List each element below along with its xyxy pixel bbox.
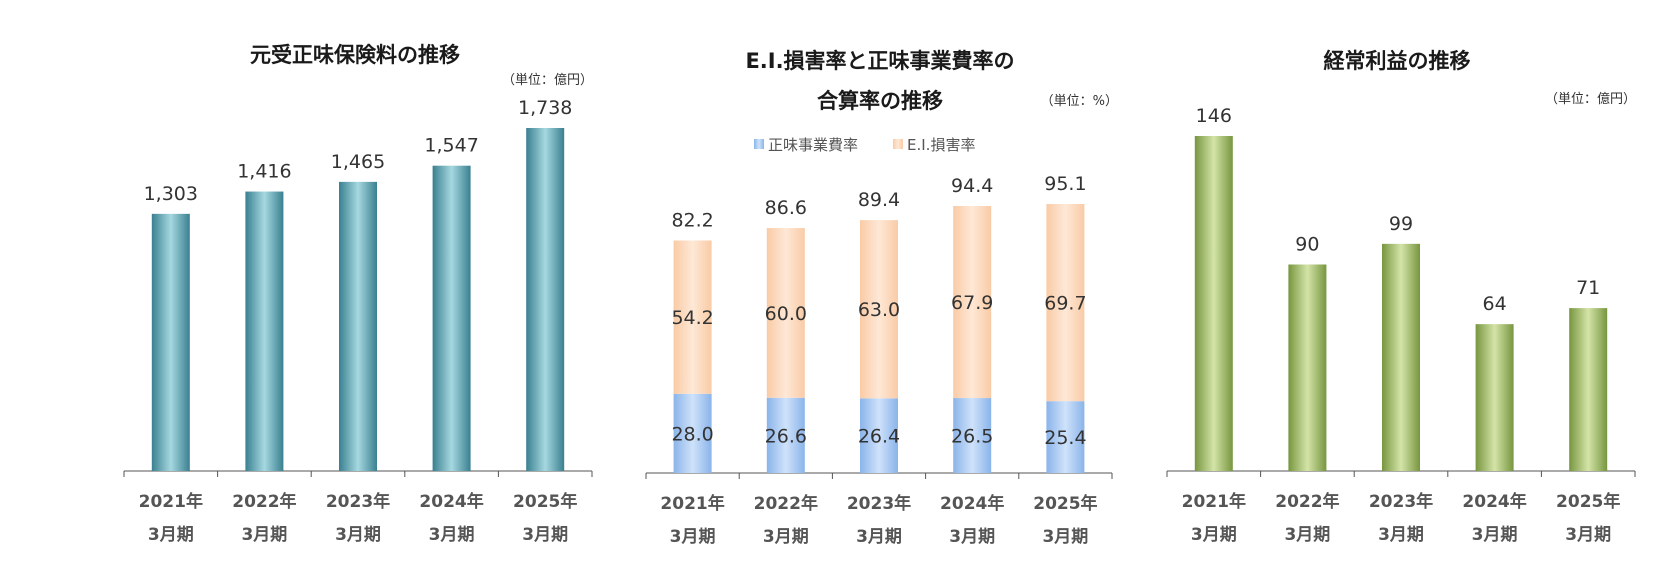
- combined-ratio-title-line1: E.I.損害率と正味事業費率の: [745, 49, 1014, 73]
- combined-ratio-total-label: 95.1: [1044, 173, 1086, 195]
- premium-bar: [151, 213, 190, 471]
- expense-ratio-value-label: 26.4: [858, 426, 900, 448]
- loss-ratio-bar-segment: [1046, 204, 1085, 402]
- premium-value-label: 1,738: [518, 97, 572, 119]
- loss-ratio-value-label: 54.2: [671, 307, 713, 329]
- ordinary-profit-x-label-period: 3月期: [1565, 525, 1611, 545]
- ordinary-profit-title: 経常利益の推移: [1324, 49, 1471, 73]
- ordinary-profit-unit: （単位：億円）: [1545, 91, 1636, 107]
- ordinary-profit-bar: [1475, 324, 1514, 471]
- combined-ratio-unit: （単位：%）: [1041, 93, 1118, 109]
- ordinary-profit-bar: [1288, 264, 1327, 471]
- legend: 正味事業費率 E.I.損害率: [754, 136, 975, 154]
- premium-bar: [245, 191, 284, 471]
- premium-x-label-period: 3月期: [335, 525, 381, 545]
- premium-value-label: 1,416: [237, 161, 291, 183]
- expense-ratio-bar-segment: [860, 398, 898, 473]
- loss-ratio-bar-segment: [860, 220, 898, 399]
- legend-label-expense-ratio: 正味事業費率: [768, 136, 858, 154]
- loss-ratio-value-label: 63.0: [858, 299, 900, 321]
- ordinary-profit-x-label-year: 2021年: [1182, 491, 1246, 512]
- premium-value-label: 1,465: [331, 151, 385, 173]
- loss-ratio-value-label: 67.9: [951, 292, 993, 314]
- combined-ratio-x-label-period: 3月期: [670, 527, 716, 547]
- premium-x-label-year: 2023年: [326, 491, 390, 512]
- premium-x-label-year: 2022年: [232, 491, 296, 512]
- combined-ratio-total-label: 94.4: [951, 175, 993, 197]
- expense-ratio-value-label: 26.5: [951, 426, 993, 448]
- premium-value-label: 1,303: [144, 183, 198, 205]
- premium-bar: [339, 181, 377, 471]
- premium-x-label-year: 2021年: [139, 491, 203, 512]
- combined-ratio-total-label: 82.2: [671, 209, 713, 231]
- premium-chart: 元受正味保険料の推移 （単位：億円） 2021年 3月期 2022年 3月期 2023年…: [123, 43, 593, 545]
- ordinary-profit-value-label: 146: [1196, 105, 1232, 127]
- legend-swatch-expense-ratio: [754, 139, 764, 149]
- ordinary-profit-x-label-year: 2023年: [1369, 491, 1433, 512]
- ordinary-profit-value-label: 99: [1389, 213, 1413, 235]
- combined-ratio-x-label-year: 2025年: [1033, 493, 1097, 514]
- combined-ratio-x-label-period: 3月期: [763, 527, 809, 547]
- premium-x-label-year: 2024年: [419, 491, 483, 512]
- ordinary-profit-x-label-period: 3月期: [1284, 525, 1330, 545]
- expense-ratio-value-label: 25.4: [1044, 427, 1086, 449]
- ordinary-profit-bar: [1569, 308, 1608, 471]
- premium-x-label-year: 2025年: [513, 491, 577, 512]
- ordinary-profit-x-label-period: 3月期: [1191, 525, 1237, 545]
- premium-value-label: 1,547: [424, 135, 478, 157]
- combined-ratio-x-label-period: 3月期: [856, 527, 902, 547]
- expense-ratio-value-label: 26.6: [765, 425, 807, 447]
- combined-ratio-x-label-year: 2022年: [754, 493, 818, 514]
- legend-label-loss-ratio: E.I.損害率: [907, 136, 975, 154]
- ordinary-profit-x-label-period: 3月期: [1472, 525, 1518, 545]
- ordinary-profit-x-label-year: 2024年: [1462, 491, 1526, 512]
- combined-ratio-total-label: 89.4: [858, 189, 900, 211]
- combined-ratio-chart: E.I.損害率と正味事業費率の 合算率の推移 （単位：%） 正味事業費率 E.I…: [645, 49, 1118, 547]
- loss-ratio-value-label: 69.7: [1044, 293, 1086, 315]
- combined-ratio-x-label-year: 2021年: [660, 493, 724, 514]
- premium-chart-unit: （単位：億円）: [502, 72, 593, 88]
- premium-x-label-period: 3月期: [522, 525, 568, 545]
- loss-ratio-bar-segment: [673, 240, 712, 394]
- ordinary-profit-value-label: 71: [1576, 277, 1600, 299]
- premium-x-label-period: 3月期: [148, 525, 194, 545]
- expense-ratio-bar-segment: [1046, 401, 1085, 473]
- combined-ratio-x-label-year: 2024年: [940, 493, 1004, 514]
- loss-ratio-value-label: 60.0: [765, 303, 807, 325]
- expense-ratio-value-label: 28.0: [671, 423, 713, 445]
- combined-ratio-x-label-year: 2023年: [847, 493, 911, 514]
- combined-ratio-title-line2: 合算率の推移: [817, 89, 943, 113]
- premium-x-label-period: 3月期: [241, 525, 287, 545]
- ordinary-profit-value-label: 90: [1295, 233, 1319, 255]
- ordinary-profit-x-label-period: 3月期: [1378, 525, 1424, 545]
- expense-ratio-bar-segment: [673, 393, 712, 473]
- ordinary-profit-bar: [1194, 136, 1233, 471]
- combined-ratio-total-label: 86.6: [765, 197, 807, 219]
- ordinary-profit-x-label-year: 2022年: [1275, 491, 1339, 512]
- combined-ratio-x-label-period: 3月期: [1042, 527, 1088, 547]
- expense-ratio-bar-segment: [766, 397, 805, 473]
- premium-bar: [526, 128, 565, 471]
- ordinary-profit-x-label-year: 2025年: [1556, 491, 1620, 512]
- ordinary-profit-value-label: 64: [1483, 293, 1507, 315]
- loss-ratio-bar-segment: [953, 205, 992, 399]
- ordinary-profit-chart: 経常利益の推移 （単位：億円） 2021年 3月期 2022年 3月期 2023年 3月期…: [1166, 49, 1636, 545]
- combined-ratio-x-label-period: 3月期: [949, 527, 995, 547]
- ordinary-profit-bar: [1382, 243, 1420, 471]
- expense-ratio-bar-segment: [953, 398, 992, 473]
- premium-bar: [432, 165, 471, 472]
- premium-chart-title: 元受正味保険料の推移: [250, 43, 460, 67]
- premium-x-label-period: 3月期: [429, 525, 475, 545]
- loss-ratio-bar-segment: [766, 228, 805, 398]
- legend-swatch-loss-ratio: [893, 139, 903, 149]
